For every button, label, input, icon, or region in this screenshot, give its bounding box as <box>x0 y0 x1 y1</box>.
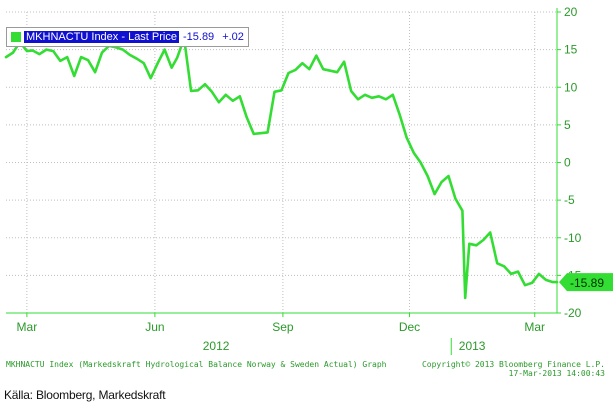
footer-timestamp: 17-Mar-2013 14:00:43 <box>508 369 605 378</box>
x-tick-label: Jun <box>145 320 164 334</box>
footer-description: MKHNACTU Index (Markedskraft Hydrologica… <box>6 360 387 369</box>
y-tick-label: 5 <box>564 118 571 132</box>
source-caption: Källa: Bloomberg, Markedskraft <box>4 388 166 402</box>
x-tick-label: Mar <box>524 320 545 334</box>
footer-copyright: Copyright© 2013 Bloomberg Finance L.P. <box>421 360 605 369</box>
x-axis: Mar Jun Sep Dec Mar 2012 2013 <box>6 312 557 355</box>
series-line <box>4 36 559 300</box>
y-tick-label: -20 <box>564 306 582 320</box>
x-tick-label: Sep <box>272 320 294 334</box>
legend-series-name: MKHNACTU Index - Last Price <box>24 31 179 43</box>
y-tick-label: -10 <box>564 231 582 245</box>
legend: MKHNACTU Index - Last Price -15.89 +.02 <box>6 27 249 47</box>
year-label: 2013 <box>459 339 486 353</box>
x-tick-label: Mar <box>17 320 38 334</box>
series-layer <box>4 36 559 300</box>
legend-change: +.02 <box>222 31 244 43</box>
legend-swatch <box>11 32 21 42</box>
y-tick-label: 20 <box>564 5 578 19</box>
last-price-tag <box>559 273 613 292</box>
y-tick-label: 0 <box>564 156 571 170</box>
last-price-value: -15.89 <box>570 276 604 290</box>
year-label: 2012 <box>203 339 230 353</box>
y-tick-label: 10 <box>564 80 578 94</box>
last-price-label: -15.89 <box>559 273 613 292</box>
x-tick-label: Dec <box>399 320 420 334</box>
y-tick-label: -5 <box>564 193 575 207</box>
grid-lines <box>6 11 557 313</box>
legend-last-value: -15.89 <box>182 31 215 43</box>
y-tick-label: 15 <box>564 43 578 57</box>
